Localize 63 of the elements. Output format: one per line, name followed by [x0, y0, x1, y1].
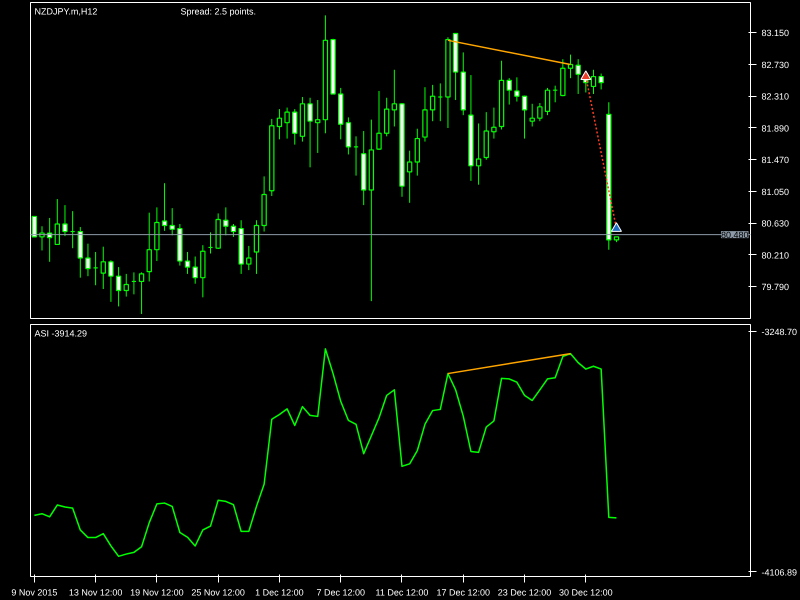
- chart-title: ASI -3914.29: [34, 328, 88, 338]
- y-tick-label: 79.790: [762, 282, 790, 292]
- candlestick: [414, 128, 420, 176]
- candlestick: [54, 198, 60, 246]
- candlestick: [184, 251, 190, 274]
- candlestick: [192, 256, 198, 284]
- candlestick: [522, 94, 528, 140]
- x-tick-label: 7 Dec 12:00: [316, 588, 365, 598]
- candlestick: [100, 246, 106, 290]
- candlestick: [476, 122, 482, 186]
- x-tick-label: 19 Nov 12:00: [130, 588, 184, 598]
- candlestick: [529, 103, 535, 127]
- candlestick: [537, 102, 543, 122]
- candlestick: [116, 266, 122, 307]
- y-tick-label: 81.890: [762, 123, 790, 134]
- candlestick: [62, 204, 68, 237]
- y-tick-label: 81.050: [762, 186, 790, 197]
- candlestick: [430, 84, 436, 122]
- candlestick: [284, 107, 290, 140]
- y-tick-label: 82.730: [762, 60, 790, 70]
- x-tick-label: 30 Dec 12:00: [559, 588, 613, 598]
- candlestick: [223, 206, 229, 236]
- y-tick-label: -4106.89: [762, 567, 798, 578]
- candlestick: [146, 212, 152, 282]
- y-tick-label: 83.150: [762, 28, 790, 38]
- y-tick-label: 80.210: [762, 250, 790, 260]
- candlestick: [544, 87, 550, 116]
- candlestick: [276, 108, 282, 140]
- x-tick-label: 23 Dec 12:00: [498, 588, 552, 598]
- candlestick: [169, 208, 175, 236]
- candlestick: [575, 58, 581, 94]
- ref-line-label: 80.480: [720, 230, 749, 240]
- candlestick: [162, 182, 168, 232]
- candlestick: [108, 260, 114, 302]
- candlestick: [506, 78, 512, 106]
- x-tick-label: 9 Nov 2015: [11, 588, 58, 598]
- line-series: [34, 348, 618, 558]
- x-tick-label: 1 Dec 12:00: [255, 588, 304, 598]
- y-tick-label: 82.310: [762, 92, 790, 102]
- candlestick: [246, 245, 252, 271]
- y-tick-label: 80.630: [762, 218, 790, 229]
- candlestick: [406, 150, 412, 204]
- x-tick-label: 13 Nov 12:00: [68, 588, 122, 598]
- annotation: Spread: 2.5 points.: [180, 6, 256, 16]
- candlestick: [292, 108, 298, 146]
- x-tick-label: 17 Dec 12:00: [436, 588, 490, 598]
- x-tick-label: 25 Nov 12:00: [191, 588, 245, 598]
- candlestick: [230, 224, 236, 238]
- y-tick-label: -3248.70: [762, 326, 798, 337]
- y-tick-label: 81.470: [762, 155, 790, 166]
- candlestick: [392, 69, 398, 127]
- candlestick: [491, 107, 497, 140]
- x-tick-label: 11 Dec 12:00: [376, 588, 428, 598]
- candlestick: [307, 97, 313, 168]
- candlestick: [138, 272, 144, 314]
- text: NZDJPY.m,H12: [34, 6, 98, 16]
- candlestick: [376, 90, 382, 150]
- candlestick: [85, 243, 91, 277]
- candlestick: [124, 273, 129, 298]
- candlestick: [315, 100, 320, 154]
- candlestick: [514, 76, 520, 102]
- candlestick: [598, 73, 604, 90]
- candlestick: [590, 69, 596, 94]
